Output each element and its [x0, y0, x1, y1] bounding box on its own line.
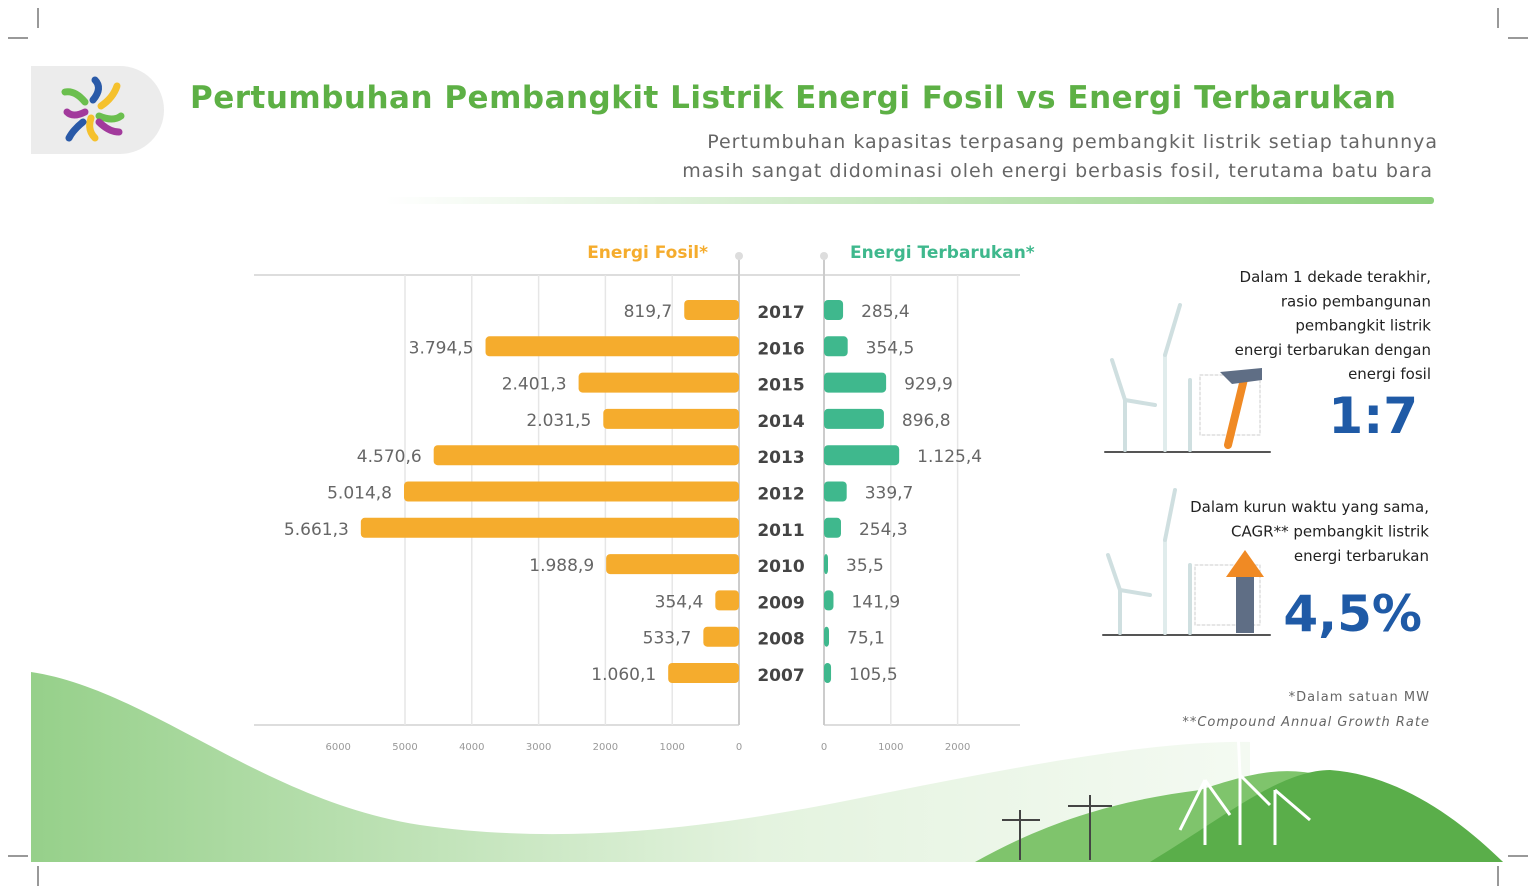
bar-fossil-2013: [433, 445, 739, 466]
year-label-2015: 2015: [757, 376, 804, 396]
cagr-text-line: Dalam kurun waktu yang sama,: [1190, 498, 1429, 516]
label-renewable-2011: 254,3: [859, 520, 908, 540]
label-fossil-2011: 5.661,3: [284, 520, 349, 540]
label-fossil-2013: 4.570,6: [357, 447, 422, 467]
label-fossil-2017: 819,7: [624, 302, 673, 322]
bar-renewable-2013: [824, 445, 900, 466]
label-fossil-2015: 2.401,3: [502, 375, 567, 395]
bar-renewable-2011: [824, 517, 841, 538]
bar-fossil-2015: [578, 372, 739, 393]
footnote-cagr: **Compound Annual Growth Rate: [1182, 715, 1430, 730]
left-tick-label: 6000: [325, 742, 350, 753]
label-renewable-2012: 339,7: [865, 484, 914, 504]
bar-renewable-2015: [824, 372, 887, 393]
right-tick-label: 0: [821, 742, 827, 753]
label-renewable-2016: 354,5: [866, 338, 915, 358]
label-renewable-2015: 929,9: [904, 375, 953, 395]
footnote-unit: *Dalam satuan MW: [1289, 690, 1430, 705]
right-tick-label: 1000: [878, 742, 903, 753]
label-renewable-2009: 141,9: [851, 592, 900, 612]
year-label-2009: 2009: [757, 593, 804, 613]
year-label-2013: 2013: [757, 448, 804, 468]
left-tick-label: 1000: [659, 742, 684, 753]
right-tick-label: 2000: [945, 742, 970, 753]
year-label-2008: 2008: [757, 630, 804, 650]
label-renewable-2007: 105,5: [849, 665, 898, 685]
ratio-text-line: rasio pembangunan: [1281, 292, 1431, 310]
bar-fossil-2012: [404, 481, 739, 502]
label-fossil-2014: 2.031,5: [526, 411, 591, 431]
year-label-2011: 2011: [757, 521, 804, 541]
ratio-text-line: energi terbarukan dengan: [1235, 341, 1431, 359]
background-hill: [31, 672, 1250, 862]
label-fossil-2009: 354,4: [655, 592, 704, 612]
label-renewable-2017: 285,4: [861, 302, 910, 322]
ratio-illustration: [1104, 303, 1271, 453]
bar-renewable-2007: [824, 663, 832, 683]
legend-fossil: Energi Fosil*: [587, 243, 708, 263]
label-renewable-2013: 1.125,4: [917, 447, 982, 467]
year-label-2016: 2016: [757, 339, 804, 359]
label-renewable-2014: 896,8: [902, 411, 951, 431]
year-label-2012: 2012: [757, 485, 804, 505]
label-fossil-2012: 5.014,8: [327, 484, 392, 504]
bar-fossil-2007: [668, 663, 739, 683]
background-hill-dark: [1150, 770, 1503, 862]
left-tick-label: 5000: [392, 742, 417, 753]
cagr-text-line: energi terbarukan: [1294, 547, 1429, 565]
bar-renewable-2010: [824, 554, 828, 575]
bar-renewable-2017: [824, 300, 844, 320]
left-tick-label: 3000: [526, 742, 551, 753]
label-fossil-2016: 3.794,5: [409, 338, 474, 358]
bar-fossil-2011: [360, 517, 739, 538]
label-fossil-2007: 1.060,1: [591, 665, 656, 685]
bar-fossil-2008: [703, 626, 739, 647]
ratio-text-line: energi fosil: [1348, 365, 1431, 383]
year-label-2017: 2017: [757, 303, 804, 323]
bar-renewable-2016: [824, 336, 848, 357]
solar-pole-icon: [1002, 795, 1112, 860]
bar-renewable-2012: [824, 481, 847, 502]
year-label-2010: 2010: [757, 557, 804, 577]
bar-renewable-2014: [824, 408, 884, 429]
logo-icon: [61, 76, 125, 142]
year-label-2014: 2014: [757, 412, 804, 432]
crop-marks: [8, 8, 1528, 886]
bar-renewable-2009: [824, 590, 834, 611]
label-fossil-2008: 533,7: [643, 629, 692, 649]
page-title: Pertumbuhan Pembangkit Listrik Energi Fo…: [190, 80, 1397, 116]
title-divider: [385, 197, 1434, 204]
axis-dot: [820, 252, 828, 260]
ratio-text-line: pembangkit listrik: [1295, 317, 1431, 335]
bar-fossil-2010: [606, 554, 739, 575]
cagr-illustration: [1102, 488, 1271, 636]
subtitle-line-1: Pertumbuhan kapasitas terpasang pembangk…: [707, 131, 1438, 153]
left-tick-label: 0: [736, 742, 742, 753]
wind-turbine-icon: [1178, 729, 1311, 845]
label-fossil-2010: 1.988,9: [529, 556, 594, 576]
label-renewable-2010: 35,5: [846, 556, 884, 576]
label-renewable-2008: 75,1: [847, 629, 885, 649]
bar-fossil-2014: [603, 408, 739, 429]
year-label-2007: 2007: [757, 666, 804, 686]
left-tick-label: 2000: [593, 742, 618, 753]
cagr-text-line: CAGR** pembangkit listrik: [1231, 523, 1429, 541]
bar-fossil-2017: [684, 300, 739, 320]
bar-renewable-2008: [824, 626, 830, 647]
axis-dot: [735, 252, 743, 260]
bar-fossil-2016: [485, 336, 739, 357]
ratio-text-line: Dalam 1 dekade terakhir,: [1240, 268, 1431, 286]
legend-renewable: Energi Terbarukan*: [850, 243, 1035, 263]
bar-fossil-2009: [715, 590, 739, 611]
subtitle-line-2: masih sangat didominasi oleh energi berb…: [682, 160, 1433, 182]
bar-chart: Energi Fosil* Energi Terbarukan* 6000 500…: [254, 243, 1035, 753]
logo-panel: [31, 66, 164, 154]
ratio-value: 1:7: [1328, 387, 1418, 445]
left-tick-label: 4000: [459, 742, 484, 753]
cagr-value: 4,5%: [1283, 585, 1422, 643]
